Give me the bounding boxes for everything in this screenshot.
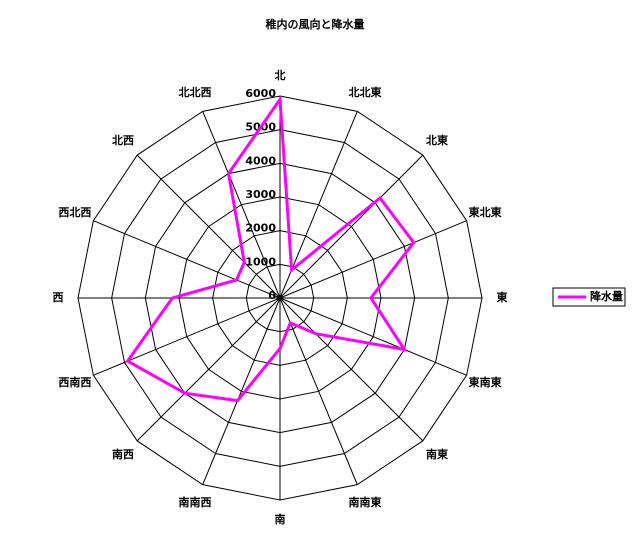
spoke xyxy=(279,220,467,299)
series-line xyxy=(125,95,416,403)
spoke xyxy=(136,297,281,442)
legend-box xyxy=(552,287,626,307)
category-label: 北西 xyxy=(112,133,134,147)
legend-label: 降水量 xyxy=(590,289,623,303)
spoke xyxy=(202,297,281,485)
category-label: 東北東 xyxy=(469,205,503,219)
category-label: 北北東 xyxy=(348,85,382,99)
spoke xyxy=(279,297,358,485)
category-label: 西 xyxy=(53,291,64,304)
spoke xyxy=(136,154,281,299)
category-label: 東南東 xyxy=(469,375,503,389)
category-label: 南 xyxy=(275,512,286,526)
tick-label: 2000 xyxy=(245,222,276,235)
spoke xyxy=(202,111,281,299)
spoke xyxy=(93,220,281,299)
category-label: 東 xyxy=(497,290,509,304)
category-label: 北東 xyxy=(426,133,449,147)
category-label: 北 xyxy=(275,68,286,82)
spoke xyxy=(93,297,281,376)
spoke xyxy=(279,154,424,299)
tick-label: 3000 xyxy=(245,188,276,201)
category-label: 西南西 xyxy=(58,375,91,389)
category-label: 西北西 xyxy=(58,205,91,219)
tick-label: 4000 xyxy=(245,154,276,167)
category-label: 北北西 xyxy=(179,85,212,99)
category-label: 南南東 xyxy=(348,495,382,509)
spoke xyxy=(279,297,424,442)
category-label: 南南西 xyxy=(179,495,212,509)
spoke xyxy=(279,297,467,376)
category-label: 南西 xyxy=(112,447,134,461)
chart-title: 稚内の風向と降水量 xyxy=(266,17,365,31)
tick-label: 6000 xyxy=(245,87,276,100)
tick-label: 1000 xyxy=(245,255,276,268)
tick-label: 0 xyxy=(268,289,276,302)
category-label: 南東 xyxy=(426,447,449,461)
